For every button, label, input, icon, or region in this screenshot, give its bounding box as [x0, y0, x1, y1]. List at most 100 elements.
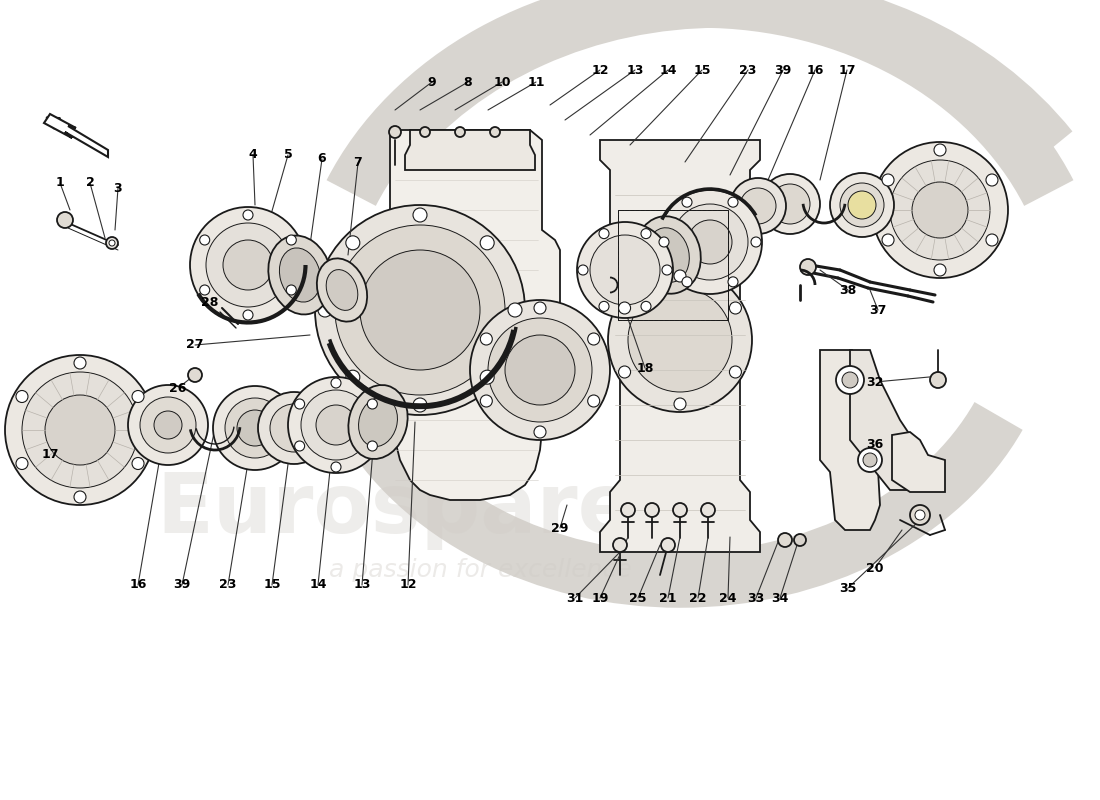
Circle shape — [412, 208, 427, 222]
Circle shape — [770, 184, 810, 224]
Text: 34: 34 — [771, 591, 789, 605]
Text: 13: 13 — [353, 578, 371, 591]
Circle shape — [295, 399, 305, 409]
Circle shape — [258, 392, 330, 464]
Circle shape — [641, 302, 651, 311]
Text: 29: 29 — [551, 522, 569, 534]
Text: 38: 38 — [839, 283, 857, 297]
Polygon shape — [820, 350, 880, 530]
Ellipse shape — [349, 385, 408, 459]
Polygon shape — [44, 114, 108, 157]
Circle shape — [760, 174, 820, 234]
Text: 21: 21 — [659, 591, 676, 605]
Circle shape — [842, 372, 858, 388]
Text: 28: 28 — [201, 295, 219, 309]
Text: a passion for excellence: a passion for excellence — [329, 558, 631, 582]
Circle shape — [840, 183, 884, 227]
Circle shape — [578, 222, 673, 318]
Circle shape — [986, 234, 998, 246]
Text: 12: 12 — [399, 578, 417, 591]
Ellipse shape — [327, 270, 358, 310]
Circle shape — [223, 240, 273, 290]
Text: 14: 14 — [659, 63, 676, 77]
Text: 39: 39 — [774, 63, 792, 77]
Text: 24: 24 — [719, 591, 737, 605]
Text: 32: 32 — [867, 375, 883, 389]
Text: 20: 20 — [867, 562, 883, 574]
Polygon shape — [892, 432, 945, 492]
Circle shape — [226, 398, 285, 458]
Circle shape — [336, 225, 505, 395]
Text: 16: 16 — [130, 578, 146, 591]
Circle shape — [621, 503, 635, 517]
Text: 7: 7 — [353, 157, 362, 170]
Circle shape — [128, 385, 208, 465]
Circle shape — [132, 390, 144, 402]
Circle shape — [470, 300, 610, 440]
Bar — [618, 210, 728, 320]
Circle shape — [345, 236, 360, 250]
Circle shape — [740, 188, 776, 224]
Circle shape — [534, 426, 546, 438]
Circle shape — [672, 204, 748, 280]
Circle shape — [295, 441, 305, 451]
Circle shape — [682, 197, 692, 207]
Text: 39: 39 — [174, 578, 190, 591]
Circle shape — [490, 127, 500, 137]
Circle shape — [890, 160, 990, 260]
Circle shape — [132, 458, 144, 470]
Text: 16: 16 — [806, 63, 824, 77]
Circle shape — [778, 533, 792, 547]
Circle shape — [794, 534, 806, 546]
Text: 37: 37 — [869, 303, 887, 317]
Circle shape — [200, 285, 210, 295]
Text: 9: 9 — [428, 75, 437, 89]
Circle shape — [481, 370, 494, 384]
Circle shape — [682, 277, 692, 287]
Circle shape — [6, 355, 155, 505]
Circle shape — [934, 264, 946, 276]
Circle shape — [420, 127, 430, 137]
Circle shape — [645, 503, 659, 517]
Circle shape — [587, 395, 600, 407]
Circle shape — [934, 144, 946, 156]
Text: 36: 36 — [867, 438, 883, 451]
Circle shape — [109, 240, 116, 246]
Circle shape — [882, 234, 894, 246]
Circle shape — [858, 448, 882, 472]
Text: 19: 19 — [592, 591, 608, 605]
Text: 23: 23 — [739, 63, 757, 77]
Ellipse shape — [635, 216, 701, 294]
Text: 14: 14 — [309, 578, 327, 591]
Ellipse shape — [647, 228, 690, 282]
Text: Eurospares: Eurospares — [156, 470, 684, 550]
Ellipse shape — [359, 398, 397, 446]
Circle shape — [270, 404, 318, 452]
Circle shape — [188, 368, 202, 382]
Circle shape — [641, 229, 651, 238]
Text: 27: 27 — [186, 338, 204, 351]
Circle shape — [286, 285, 296, 295]
Text: 18: 18 — [636, 362, 653, 374]
Text: 17: 17 — [42, 449, 58, 462]
Circle shape — [154, 411, 182, 439]
Circle shape — [618, 302, 630, 314]
Circle shape — [613, 538, 627, 552]
Circle shape — [140, 397, 196, 453]
Circle shape — [872, 142, 1008, 278]
Circle shape — [729, 302, 741, 314]
Circle shape — [864, 453, 877, 467]
Circle shape — [701, 503, 715, 517]
Circle shape — [286, 235, 296, 245]
Circle shape — [74, 491, 86, 503]
Circle shape — [751, 237, 761, 247]
Circle shape — [800, 259, 816, 275]
Ellipse shape — [268, 235, 332, 314]
Circle shape — [590, 235, 660, 305]
Circle shape — [367, 399, 377, 409]
Ellipse shape — [279, 248, 320, 302]
Text: 25: 25 — [629, 591, 647, 605]
Text: 5: 5 — [284, 149, 293, 162]
Circle shape — [600, 229, 609, 238]
Circle shape — [534, 302, 546, 314]
